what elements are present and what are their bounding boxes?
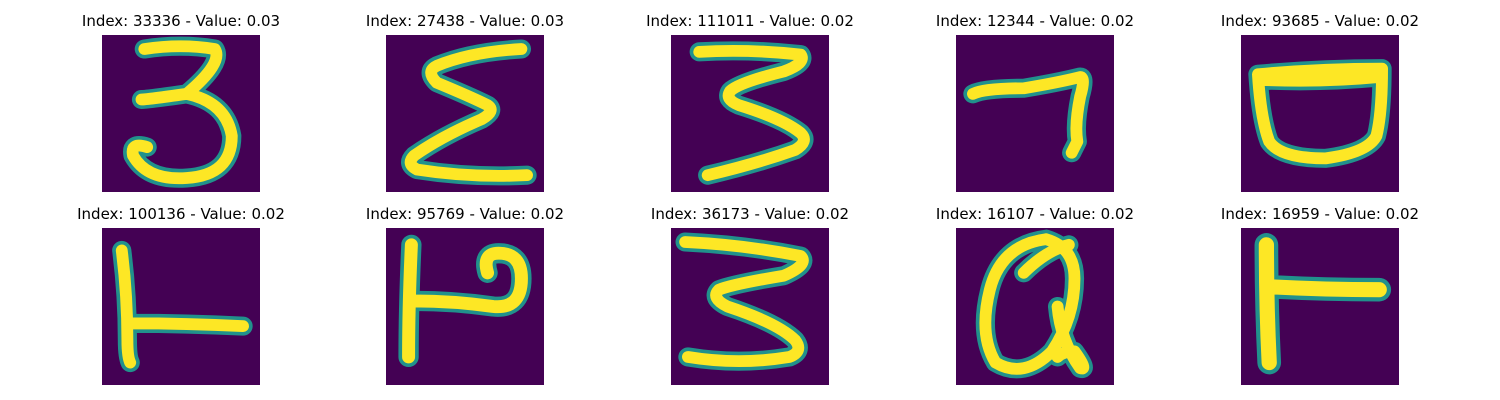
glyph-stroke-core xyxy=(402,238,528,364)
glyph-stroke-core xyxy=(679,236,809,368)
glyph-stroke-core xyxy=(404,43,533,182)
sample-title: Index: 12344 - Value: 0.02 xyxy=(935,12,1135,30)
sample-title: Index: 16107 - Value: 0.02 xyxy=(935,205,1135,223)
glyph-image xyxy=(102,228,260,385)
sample-title: Index: 33336 - Value: 0.03 xyxy=(81,12,281,30)
sample-image xyxy=(671,228,829,385)
sample-image xyxy=(956,35,1114,192)
sample-image xyxy=(956,228,1114,385)
sample-title: Index: 100136 - Value: 0.02 xyxy=(77,205,285,223)
glyph-image xyxy=(956,228,1114,385)
glyph-image xyxy=(956,35,1114,192)
glyph-stroke-core xyxy=(1252,62,1388,165)
sample-image xyxy=(386,228,544,385)
sample-title: Index: 93685 - Value: 0.02 xyxy=(1220,12,1420,30)
image-background xyxy=(956,35,1114,192)
glyph-image xyxy=(386,35,544,192)
glyph-stroke-core xyxy=(126,40,238,185)
glyph-image xyxy=(386,228,544,385)
sample-image xyxy=(671,35,829,192)
sample-title: Index: 36173 - Value: 0.02 xyxy=(650,205,850,223)
glyph-image xyxy=(102,35,260,192)
sample-title: Index: 16959 - Value: 0.02 xyxy=(1220,205,1420,223)
glyph-stroke-core xyxy=(1258,237,1387,371)
glyph-image xyxy=(671,35,829,192)
sample-image xyxy=(102,35,260,192)
glyph-image xyxy=(671,228,829,385)
glyph-stroke-core xyxy=(115,244,249,369)
sample-image xyxy=(1241,228,1399,385)
glyph-stroke-core xyxy=(693,45,810,182)
sample-image xyxy=(102,228,260,385)
sample-image xyxy=(386,35,544,192)
glyph-stroke-core xyxy=(979,233,1090,375)
image-background xyxy=(102,35,260,192)
glyph-image xyxy=(1241,35,1399,192)
sample-title: Index: 111011 - Value: 0.02 xyxy=(646,12,854,30)
sample-title: Index: 27438 - Value: 0.03 xyxy=(365,12,565,30)
glyph-image xyxy=(1241,228,1399,385)
glyph-stroke-core xyxy=(967,71,1089,159)
sample-image xyxy=(1241,35,1399,192)
sample-title: Index: 95769 - Value: 0.02 xyxy=(365,205,565,223)
